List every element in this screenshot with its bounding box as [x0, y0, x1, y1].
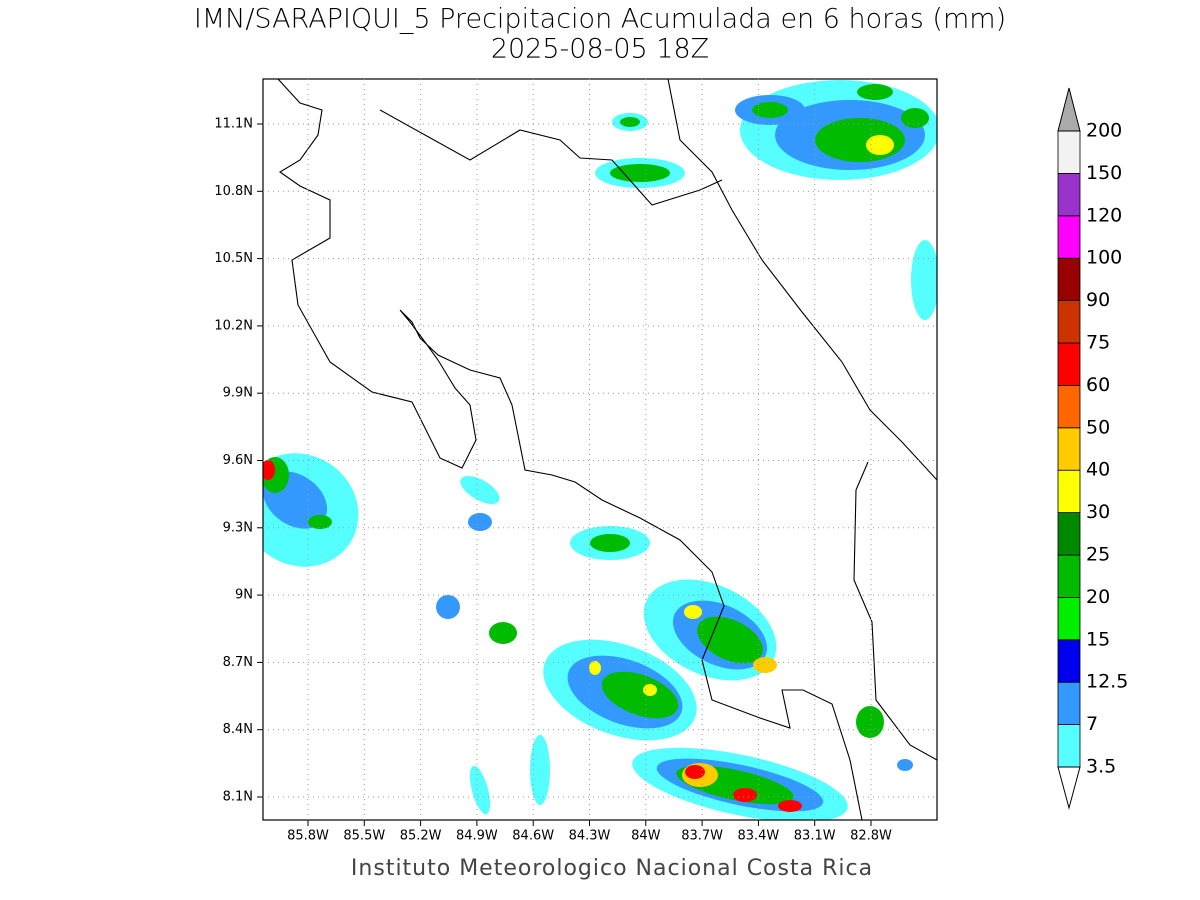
- colorbar-label: 12.5: [1086, 671, 1128, 693]
- title: IMN/SARAPIQUI_5 Precipitacion Acumulada …: [194, 4, 1006, 35]
- lon-tick-label: 85.8W: [287, 829, 329, 844]
- colorbar-label: 75: [1086, 332, 1110, 354]
- lon-tick-label: 84.9W: [456, 829, 498, 844]
- colorbar-label: 100: [1086, 247, 1122, 269]
- lat-tick-label: 10.5N: [214, 251, 253, 266]
- colorbar-label: 40: [1086, 459, 1110, 481]
- lat-tick-label: 8.7N: [223, 655, 253, 670]
- colorbar-label: 50: [1086, 416, 1110, 438]
- subtitle: 2025-08-05 18Z: [491, 34, 709, 65]
- lat-tick-label: 11.1N: [214, 117, 253, 132]
- lon-tick-label: 84W: [631, 829, 661, 844]
- colorbar-box: [1057, 342, 1081, 386]
- colorbar-box: [1057, 469, 1081, 514]
- lat-tick-label: 9.3N: [223, 520, 253, 535]
- lat-tick-label: 9.6N: [223, 453, 253, 468]
- colorbar-box: [1057, 130, 1081, 174]
- colorbar-box: [1057, 597, 1081, 641]
- colorbar-over: [1057, 87, 1081, 132]
- footer: Instituto Meteorologico Nacional Costa R…: [351, 856, 873, 881]
- colorbar-label: 30: [1086, 501, 1110, 523]
- colorbar-label: 20: [1086, 586, 1110, 608]
- colorbar-box: [1057, 681, 1081, 726]
- lon-tick-label: 82.8W: [850, 829, 892, 844]
- precipitation: [263, 79, 937, 820]
- colorbar-box: [1057, 384, 1081, 429]
- colorbar-box: [1057, 512, 1081, 556]
- colorbar-label: 7: [1086, 713, 1098, 735]
- colorbar-label: 120: [1086, 204, 1122, 226]
- lon-tick-label: 85.5W: [343, 829, 385, 844]
- lon-tick-label: 83.4W: [737, 829, 779, 844]
- lon-tick-label: 83.1W: [794, 829, 836, 844]
- lon-tick-label: 83.7W: [681, 829, 723, 844]
- colorbar-box: [1057, 172, 1081, 217]
- colorbar-box: [1057, 427, 1081, 471]
- lon-tick-label: 84.6W: [512, 829, 554, 844]
- colorbar-box: [1057, 257, 1081, 302]
- colorbar-box: [1057, 639, 1081, 683]
- colorbar-box: [1057, 215, 1081, 259]
- colorbar-label: 25: [1086, 544, 1110, 566]
- colorbar-label: 15: [1086, 628, 1110, 650]
- lat-tick-label: 10.2N: [214, 318, 253, 333]
- colorbar-label: 60: [1086, 374, 1110, 396]
- colorbar-label: 3.5: [1086, 756, 1116, 778]
- lat-tick-label: 8.1N: [223, 790, 253, 805]
- lat-tick-label: 9N: [235, 588, 253, 603]
- colorbar-label: 200: [1086, 120, 1122, 142]
- lat-tick-label: 10.8N: [214, 184, 253, 199]
- colorbar-box: [1057, 300, 1081, 344]
- map-frame: [262, 78, 938, 821]
- colorbar-under: [1057, 766, 1081, 810]
- colorbar-box: [1057, 554, 1081, 598]
- colorbar-box: [1057, 724, 1081, 768]
- lon-tick-label: 84.3W: [569, 829, 611, 844]
- lat-tick-label: 8.4N: [223, 722, 253, 737]
- lat-tick-label: 9.9N: [223, 386, 253, 401]
- colorbar-label: 150: [1086, 162, 1122, 184]
- lon-tick-label: 85.2W: [400, 829, 442, 844]
- colorbar-label: 90: [1086, 289, 1110, 311]
